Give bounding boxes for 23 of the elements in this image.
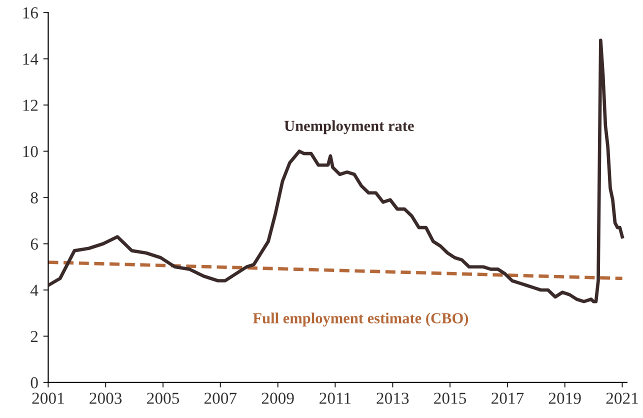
x-tick-label: 2001 (32, 392, 64, 404)
y-tick-label: 8 (30, 192, 38, 204)
y-tick-label: 2 (30, 330, 38, 342)
text: Full employment estimate (CBO) (253, 312, 468, 327)
x-tick-label: 2011 (320, 392, 351, 404)
x-tick-label: 2017 (492, 392, 524, 404)
y-tick-label: 0 (30, 377, 38, 388)
x-tick-label: 2013 (376, 392, 409, 404)
x-tick-label: 2007 (204, 392, 237, 404)
y-tick-label: 16 (23, 7, 38, 18)
series-label: Unemployment rate (284, 120, 414, 134)
y-tick-label: 14 (23, 54, 38, 65)
x-tick-label: 2015 (434, 392, 466, 404)
x-tick-label: 2021 (606, 392, 638, 404)
x-tick-label: 2003 (90, 392, 122, 404)
y-tick-label: 4 (30, 284, 38, 296)
y-tick-label: 6 (30, 238, 38, 250)
x-tick-label: 2005 (147, 392, 180, 404)
x-tick-label: 2009 (262, 392, 294, 404)
y-tick-label: 10 (23, 146, 38, 158)
line-series (48, 38, 624, 304)
x-tick-label: 2019 (548, 392, 581, 404)
y-tick-label: 12 (23, 100, 38, 111)
